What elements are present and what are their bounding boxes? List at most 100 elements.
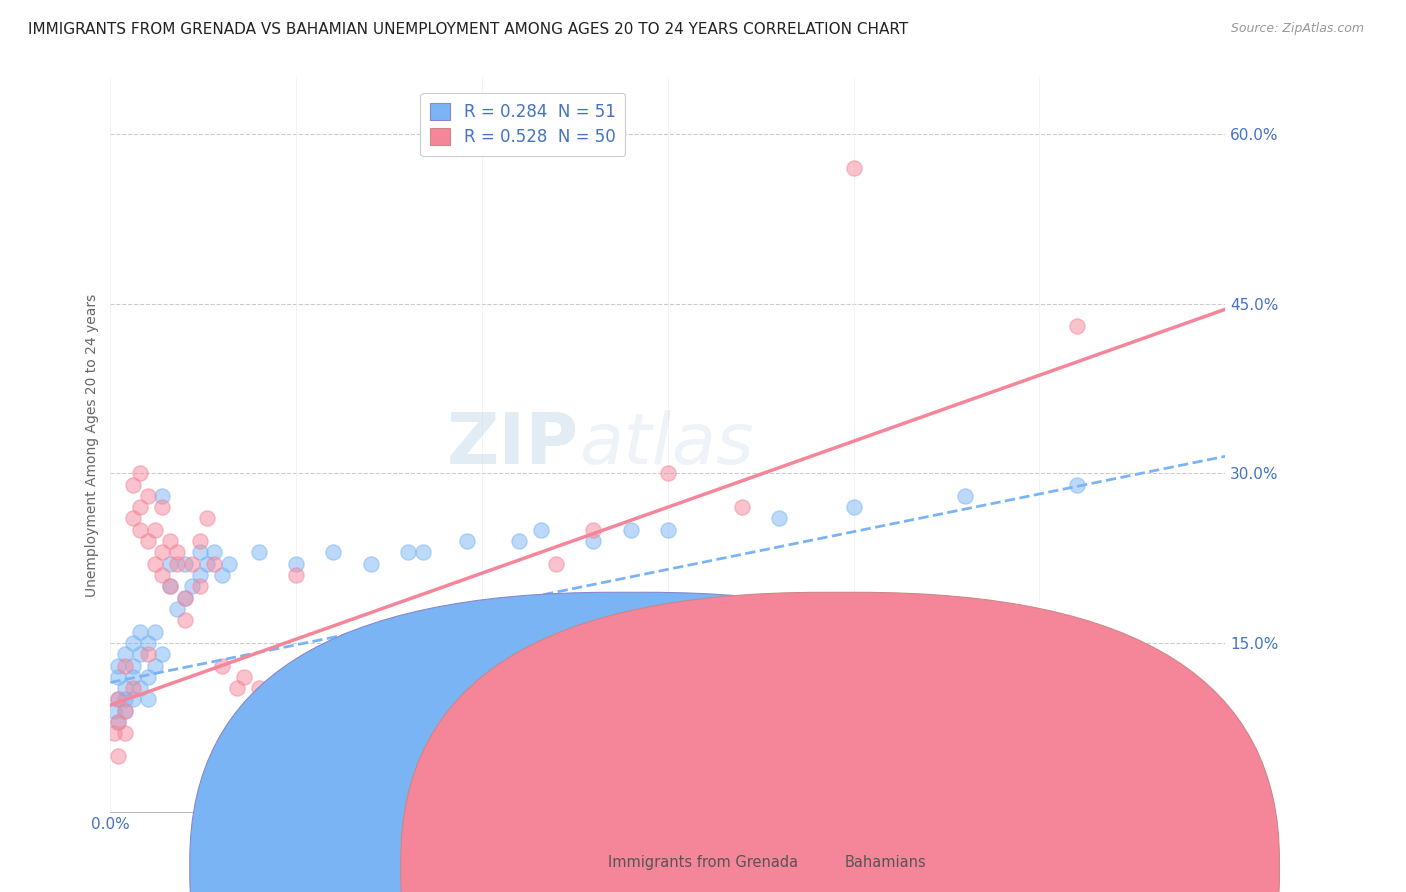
Point [530,523,553,537]
Point [173,557,195,571]
Point [344,647,367,661]
Point [152,489,174,503]
Point [211,658,233,673]
Point [107,658,129,673]
Point [195,511,218,525]
Point [412,545,434,559]
Point [322,545,344,559]
Point [103,704,125,718]
Point [136,489,159,503]
Point [188,545,211,559]
Point [121,681,143,695]
Point [166,557,188,571]
Point [136,647,159,661]
Point [204,545,226,559]
Point [107,714,129,729]
Point [114,681,136,695]
Point [188,568,211,582]
Text: Immigrants from Grenada: Immigrants from Grenada [607,855,799,870]
Point [121,636,143,650]
Point [582,534,605,549]
Point [1066,319,1088,334]
Y-axis label: Unemployment Among Ages 20 to 24 years: Unemployment Among Ages 20 to 24 years [86,293,100,597]
Point [136,670,159,684]
Point [129,467,152,481]
Point [152,545,174,559]
Point [121,692,143,706]
Point [396,658,419,673]
Point [129,523,152,537]
Point [121,511,143,525]
Point [731,500,754,515]
Point [114,647,136,661]
Point [471,624,494,639]
Point [181,579,204,593]
Point [107,749,129,764]
Point [136,534,159,549]
Point [114,692,136,706]
Point [136,636,159,650]
Point [129,681,152,695]
Text: IMMIGRANTS FROM GRENADA VS BAHAMIAN UNEMPLOYMENT AMONG AGES 20 TO 24 YEARS CORRE: IMMIGRANTS FROM GRENADA VS BAHAMIAN UNEM… [28,22,908,37]
Point [657,467,679,481]
Point [263,692,285,706]
Point [195,557,218,571]
Text: atlas: atlas [579,410,754,480]
Point [396,545,419,559]
Point [211,568,233,582]
Text: ZIP: ZIP [446,410,579,480]
Legend: R = 0.284  N = 51, R = 0.528  N = 50: R = 0.284 N = 51, R = 0.528 N = 50 [420,93,626,156]
Point [188,579,211,593]
Point [582,523,605,537]
Point [456,534,478,549]
Point [121,670,143,684]
Point [121,658,143,673]
Point [657,523,679,537]
Point [159,534,181,549]
Text: Source: ZipAtlas.com: Source: ZipAtlas.com [1230,22,1364,36]
Point [159,557,181,571]
Point [143,557,166,571]
Point [107,692,129,706]
Point [136,692,159,706]
Point [143,523,166,537]
Point [508,534,530,549]
Point [129,500,152,515]
Point [367,670,389,684]
Point [546,557,568,571]
Point [285,557,308,571]
Point [842,161,865,175]
Point [152,500,174,515]
Point [159,579,181,593]
Point [129,624,152,639]
Point [114,658,136,673]
Point [285,568,308,582]
Point [188,534,211,549]
Point [247,681,270,695]
Point [159,579,181,593]
Text: Bahamians: Bahamians [845,855,927,870]
Point [768,511,790,525]
Point [114,726,136,740]
Point [181,557,204,571]
Point [152,647,174,661]
Point [842,500,865,515]
Point [204,557,226,571]
Point [114,704,136,718]
Point [218,557,240,571]
Point [143,658,166,673]
Point [114,704,136,718]
Point [225,681,247,695]
Point [166,602,188,616]
Point [360,557,382,571]
Point [173,591,195,605]
Point [107,714,129,729]
Point [103,726,125,740]
Point [173,613,195,627]
Point [233,670,256,684]
Point [121,477,143,491]
Point [107,692,129,706]
Point [247,545,270,559]
Point [1066,477,1088,491]
Point [166,545,188,559]
